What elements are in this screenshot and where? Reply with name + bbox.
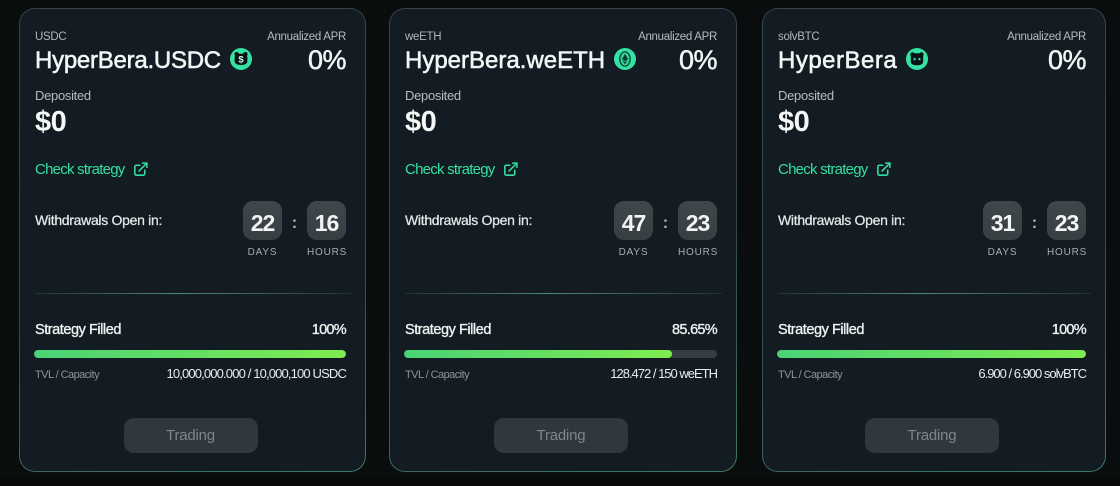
svg-text:$: $	[238, 55, 244, 66]
